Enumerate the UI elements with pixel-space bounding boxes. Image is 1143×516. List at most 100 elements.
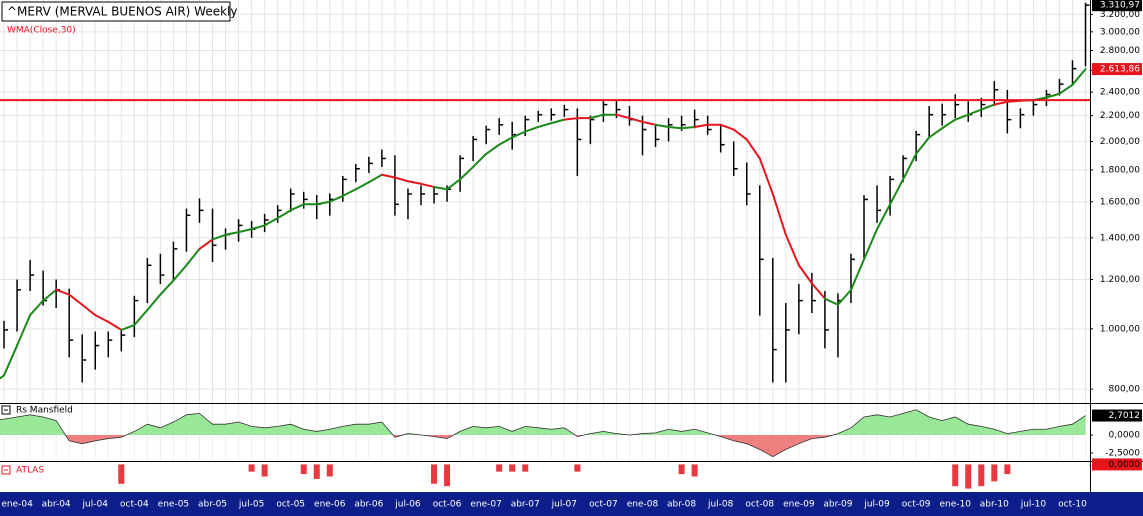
atlas-bar: [261, 464, 268, 477]
atlas-bar: [965, 464, 972, 489]
atlas-bar: [952, 464, 959, 487]
wma-segment: [472, 152, 488, 168]
wma-segment: [732, 128, 748, 141]
wma-segment: [211, 233, 227, 241]
x-tick-label: jul-07: [551, 500, 577, 510]
wma-segment: [55, 288, 71, 296]
wma-segment: [1058, 83, 1074, 95]
x-tick-label: abr-07: [511, 500, 540, 510]
atlas-bar: [978, 464, 985, 487]
wma-segment: [511, 130, 527, 139]
wma-segment: [641, 120, 657, 126]
y-tick-label: 1.200,00: [1100, 275, 1140, 285]
atlas-bar: [1004, 464, 1011, 475]
wma-segment: [315, 200, 331, 206]
panel-title: Rs Mansfield: [16, 406, 73, 416]
atlas-bar: [313, 464, 320, 479]
wma-segment: [146, 293, 162, 312]
x-tick-label: abr-05: [198, 500, 227, 510]
price-bars: [0, 2, 1090, 383]
x-tick-label: ene-10: [939, 500, 971, 510]
wma-segment: [406, 180, 422, 185]
wma-segment: [485, 143, 501, 155]
wma-segment: [198, 238, 214, 250]
wma-segment: [16, 314, 32, 347]
wma-segment: [341, 188, 357, 197]
wma-segment: [667, 125, 683, 130]
wma-segment: [680, 125, 696, 130]
x-tick-label: oct-09: [902, 500, 931, 510]
wma-segment: [3, 344, 19, 377]
x-tick-label: ene-05: [158, 500, 189, 510]
wma-segment: [615, 113, 631, 120]
value-tag-label: 2,7012: [1109, 411, 1141, 421]
wma-segment: [224, 231, 240, 236]
wma-segment: [94, 314, 110, 323]
atlas-bar: [522, 464, 529, 472]
atlas-bar: [678, 464, 685, 475]
y-tick-label: 2.400,00: [1100, 88, 1140, 98]
wma-segment: [393, 176, 409, 183]
wma-segment: [120, 324, 136, 331]
x-tick-label: jul-10: [1020, 500, 1047, 510]
atlas-bar: [300, 464, 307, 475]
wma-segment: [784, 233, 800, 267]
wma-segment: [289, 203, 305, 212]
atlas-bar: [118, 464, 125, 484]
wma-segment: [771, 192, 787, 236]
wma-segment: [563, 117, 579, 121]
x-tick-label: oct-08: [745, 500, 774, 510]
wma-segment: [159, 279, 175, 296]
value-tag: [1092, 409, 1142, 422]
wma-segment: [433, 185, 449, 191]
wma-segment: [941, 118, 957, 130]
legend-box: [1, 1, 231, 22]
atlas-bar: [248, 464, 255, 472]
wma-segment: [459, 165, 475, 181]
x-tick-label: abr-04: [42, 500, 71, 510]
y-tick-label: 2.200,00: [1100, 111, 1140, 121]
x-tick-label: jul-06: [394, 500, 421, 510]
y-tick-label: -2,5000: [1105, 449, 1140, 459]
x-tick-label: ene-04: [1, 500, 33, 510]
wma-segment: [537, 122, 553, 128]
y-tick-label: 800,00: [1109, 385, 1141, 395]
wma-segment: [263, 217, 279, 227]
wma-segment: [237, 228, 253, 234]
x-tick-label: oct-04: [120, 500, 149, 510]
atlas-bar: [496, 464, 503, 472]
x-tick-label: ene-07: [470, 500, 501, 510]
wma-segment: [876, 203, 892, 231]
wma-segment: [0, 374, 6, 380]
wma-segment: [419, 182, 436, 188]
atlas-bar: [991, 464, 998, 482]
y-tick-label: 1.600,00: [1100, 197, 1140, 207]
wma-segment: [367, 173, 383, 184]
value-tag-label: 0,0000: [1109, 460, 1141, 470]
x-tick-label: abr-06: [354, 500, 383, 510]
x-tick-label: ene-06: [314, 500, 346, 510]
wma-segment: [328, 194, 344, 203]
atlas-bar: [431, 464, 438, 484]
wma-segment: [836, 288, 852, 306]
value-tag: [1092, 0, 1142, 12]
x-tick-label: abr-10: [980, 500, 1009, 510]
x-tick-label: oct-05: [276, 500, 305, 510]
wma-segment: [81, 303, 97, 317]
y-tick-label: 1.000,00: [1100, 324, 1140, 334]
wma-segment: [928, 127, 944, 139]
wma-segment: [863, 228, 879, 261]
atlas-bar: [444, 464, 451, 487]
atlas-bar: [509, 464, 516, 472]
y-tick-label: 3.000,00: [1100, 27, 1140, 37]
wma-segment: [628, 117, 644, 123]
y-tick-label: 2.800,00: [1100, 46, 1140, 56]
chart-title: ^MERV (MERVAL BUENOS AIR) Weekly: [7, 5, 238, 19]
wma-segment: [758, 157, 774, 195]
value-tag: [1092, 63, 1142, 76]
y-tick-label: 0,0000: [1109, 431, 1141, 441]
rs-line: [0, 409, 1086, 458]
wma-segment: [172, 264, 188, 282]
wma-segment: [589, 113, 605, 120]
